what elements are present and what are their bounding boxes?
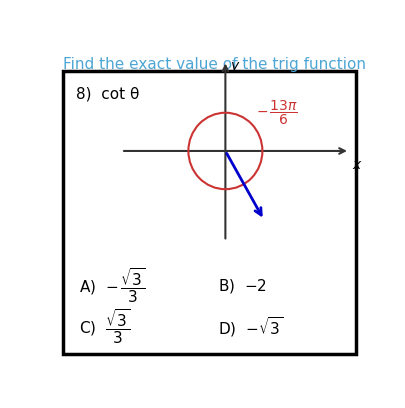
Text: D)  $-\sqrt{3}$: D) $-\sqrt{3}$ — [217, 315, 282, 339]
Text: Find the exact value of the trig function: Find the exact value of the trig functio… — [63, 57, 365, 72]
Text: $-\,\dfrac{13\pi}{6}$: $-\,\dfrac{13\pi}{6}$ — [255, 99, 297, 127]
Text: x: x — [351, 158, 359, 172]
FancyBboxPatch shape — [63, 71, 355, 354]
Text: y: y — [230, 58, 238, 73]
Text: B)  $-2$: B) $-2$ — [217, 277, 266, 295]
Text: C)  $\dfrac{\sqrt{3}}{3}$: C) $\dfrac{\sqrt{3}}{3}$ — [79, 308, 130, 346]
Text: A)  $-\,\dfrac{\sqrt{3}}{3}$: A) $-\,\dfrac{\sqrt{3}}{3}$ — [79, 267, 145, 306]
Text: 8)  cot θ: 8) cot θ — [76, 86, 139, 102]
